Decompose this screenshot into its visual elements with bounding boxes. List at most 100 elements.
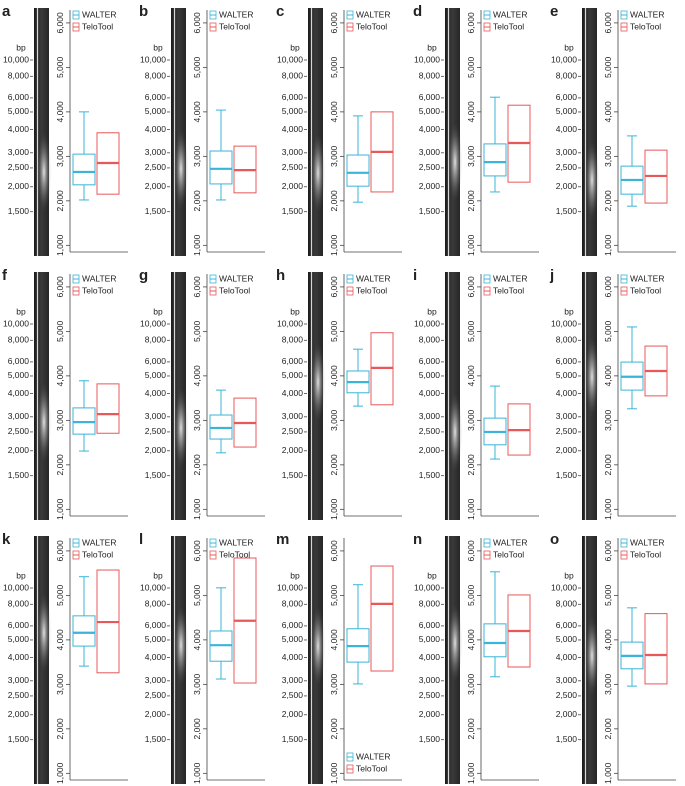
y-tick-label: 6,000 — [55, 540, 65, 562]
ladder-tick-label: 8,000 — [419, 335, 441, 345]
ladder-tick-label: 4,000 — [419, 652, 441, 662]
legend-label: TeloTool — [356, 285, 387, 295]
y-tick-label: 2,000 — [603, 454, 613, 476]
y-tick-label: 4,000 — [603, 365, 613, 387]
ladder-tick-label: 3,000 — [282, 147, 304, 157]
ladder-tick-label: 3,000 — [145, 675, 167, 685]
ladder-tick-label: 8,000 — [282, 599, 304, 609]
gel-signal — [311, 132, 325, 213]
gel-signal — [585, 336, 599, 417]
ladder-tick-label: 3,000 — [145, 411, 167, 421]
ladder-tick-label: 3,000 — [282, 675, 304, 685]
legend-label: TeloTool — [493, 21, 524, 31]
legend-label: WALTER — [219, 273, 253, 283]
ladder-tick-label: 5,000 — [282, 370, 304, 380]
gel-signal — [174, 128, 188, 209]
ladder-tick-label: 5,000 — [8, 370, 30, 380]
y-tick-label: 2,000 — [329, 454, 339, 476]
y-tick-label: 1,000 — [192, 498, 202, 520]
box — [483, 143, 507, 177]
panel: c bp 10,000 8,000 6,000 5,000 4,000 3,000 2,500 2… — [276, 3, 402, 256]
y-tick-label: 1,000 — [55, 762, 65, 784]
y-tick-label: 1,000 — [329, 498, 339, 520]
ladder-tick-label: 10,000 — [277, 582, 303, 592]
ladder-tick-label: 6,000 — [419, 620, 441, 630]
gel-signal — [311, 342, 325, 423]
panel: j bp 10,000 8,000 6,000 5,000 4,000 3,000 2,500 2… — [549, 267, 676, 520]
ladder-tick-label: 5,000 — [8, 106, 30, 116]
y-tick-label: 4,000 — [329, 365, 339, 387]
gel-signal — [311, 606, 325, 687]
ladder-label: bp — [153, 570, 163, 580]
ladder-tick-label: 4,000 — [556, 388, 578, 398]
ladder-tick-label: 8,000 — [282, 335, 304, 345]
ladder-tick-label: 10,000 — [3, 318, 29, 328]
legend-label: WALTER — [493, 273, 527, 283]
ladder-label: bp — [427, 570, 437, 580]
ladder-tick-label: 10,000 — [140, 54, 166, 64]
y-tick-label: 4,000 — [466, 101, 476, 123]
panel: e bp 10,000 8,000 6,000 5,000 4,000 3,000 2,500 2… — [550, 3, 676, 256]
legend-label: WALTER — [219, 9, 253, 19]
ladder-tick-label: 3,000 — [419, 675, 441, 685]
ladder-label: bp — [290, 42, 300, 52]
panel-letter: b — [139, 3, 148, 20]
y-tick-label: 6,000 — [603, 540, 613, 562]
box — [346, 154, 370, 187]
ladder-tick-label: 6,000 — [282, 356, 304, 366]
ladder-tick-label: 3,000 — [419, 411, 441, 421]
ladder-tick-label: 2,000 — [419, 709, 441, 719]
ladder-tick-label: 10,000 — [551, 318, 577, 328]
ladder-tick-label: 8,000 — [556, 335, 578, 345]
legend-label: TeloTool — [219, 549, 250, 559]
ladder-label: bp — [290, 306, 300, 316]
ladder-tick-label: 3,000 — [8, 147, 30, 157]
ladder-tick-label: 1,500 — [282, 206, 304, 216]
panel-letter: h — [276, 267, 285, 284]
panel-letter: e — [550, 3, 558, 20]
y-tick-label: 4,000 — [466, 365, 476, 387]
panel: k bp 10,000 8,000 6,000 5,000 4,000 3,000 2,500 2… — [2, 531, 128, 784]
y-tick-label: 3,000 — [192, 409, 202, 431]
y-tick-label: 6,000 — [466, 540, 476, 562]
legend-label: WALTER — [630, 273, 664, 283]
y-tick-label: 5,000 — [466, 584, 476, 606]
y-tick-label: 1,000 — [466, 498, 476, 520]
ladder-tick-label: 8,000 — [556, 71, 578, 81]
legend-label: TeloTool — [630, 549, 661, 559]
ladder-tick-label: 10,000 — [414, 54, 440, 64]
legend-label: TeloTool — [356, 21, 387, 31]
legend-label: TeloTool — [356, 763, 387, 773]
ladder-tick-label: 4,000 — [556, 124, 578, 134]
panel-letter: n — [413, 531, 422, 548]
panel: f bp 10,000 8,000 6,000 5,000 4,000 3,000 2,500 2… — [2, 267, 128, 520]
ladder-tick-label: 6,000 — [556, 620, 578, 630]
panel-letter: c — [276, 3, 284, 20]
ladder-tick-label: 8,000 — [8, 71, 30, 81]
gel-signal — [174, 387, 188, 468]
box — [209, 150, 233, 185]
ladder-tick-label: 1,500 — [419, 206, 441, 216]
ladder-tick-label: 8,000 — [556, 599, 578, 609]
ladder-tick-label: 1,500 — [556, 470, 578, 480]
panel-letter: g — [139, 267, 148, 284]
panel-letter: d — [413, 3, 422, 20]
ladder-tick-label: 8,000 — [419, 599, 441, 609]
ladder-tick-label: 4,000 — [145, 124, 167, 134]
ladder-tick-label: 8,000 — [8, 599, 30, 609]
y-tick-label: 4,000 — [603, 101, 613, 123]
gel-lane — [582, 8, 597, 256]
ladder-tick-label: 1,500 — [145, 206, 167, 216]
ladder-tick-label: 2,500 — [556, 162, 578, 172]
y-tick-label: 2,000 — [192, 454, 202, 476]
legend-label: WALTER — [493, 537, 527, 547]
panel-letter: a — [2, 3, 11, 20]
ladder-tick-label: 2,500 — [419, 426, 441, 436]
ladder-label: bp — [16, 42, 26, 52]
panel: d bp 10,000 8,000 6,000 5,000 4,000 3,000 2,500 2… — [413, 3, 539, 256]
ladder-tick-label: 1,500 — [145, 470, 167, 480]
ladder-tick-label: 2,000 — [8, 709, 30, 719]
legend-label: WALTER — [630, 9, 664, 19]
y-tick-label: 3,000 — [55, 145, 65, 167]
ladder-label: bp — [564, 306, 574, 316]
